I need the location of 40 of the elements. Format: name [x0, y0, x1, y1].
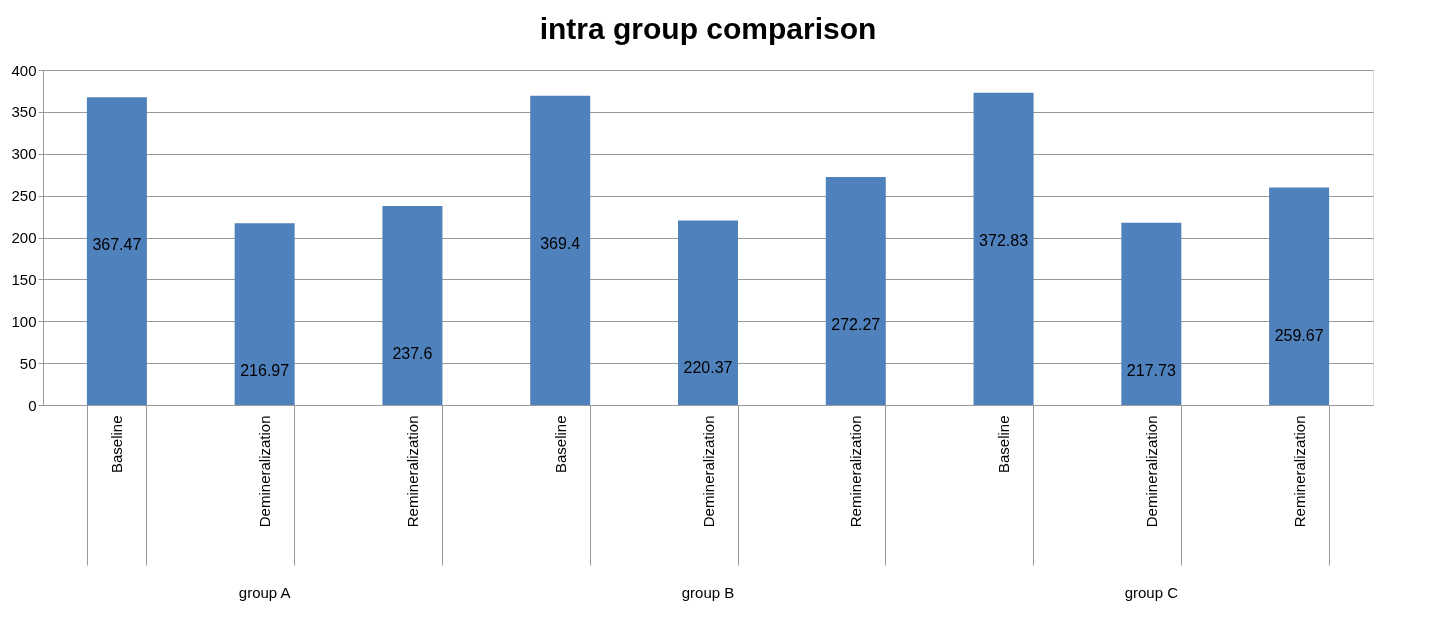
y-tick-label: 250: [11, 187, 37, 205]
data-label: 220.37: [683, 359, 733, 377]
bar: [1121, 222, 1182, 405]
y-tick-label: 50: [19, 354, 37, 372]
y-tick-label: 100: [11, 312, 37, 330]
text: group A: [238, 584, 291, 601]
bar: [825, 176, 886, 405]
text: group B: [681, 584, 735, 601]
data-label: 237.6: [392, 345, 433, 363]
x-tick-label: Baseline: [108, 415, 126, 474]
x-tick-label: Demineralization: [699, 415, 717, 528]
bar: [86, 97, 147, 405]
data-label: 272.27: [831, 315, 881, 333]
bar: [530, 95, 591, 405]
y-tick-label: 350: [11, 103, 37, 121]
y-tick-label: 0: [28, 396, 37, 414]
text: group C: [1124, 584, 1179, 601]
bar: [1269, 187, 1330, 405]
x-tick-label: Demineralization: [256, 415, 274, 528]
bar: [678, 220, 738, 405]
bar: [234, 223, 295, 405]
x-tick-label: Remineralization: [1290, 415, 1308, 528]
x-tick-label: Baseline: [995, 415, 1013, 474]
chart-title: intra group comparison: [539, 12, 877, 45]
data-label: 369.4: [540, 234, 581, 252]
x-tick-label: Remineralization: [403, 415, 421, 528]
data-label: 217.73: [1126, 361, 1176, 379]
data-label: 367.47: [92, 236, 142, 254]
y-tick-label: 300: [11, 145, 37, 163]
data-label: 216.97: [240, 362, 290, 380]
x-tick-label: Baseline: [551, 415, 569, 474]
data-label: 372.83: [979, 231, 1029, 249]
bar: [973, 92, 1034, 405]
y-tick-label: 150: [11, 270, 37, 288]
bar: [382, 206, 443, 405]
x-tick-label: Demineralization: [1142, 415, 1160, 528]
y-tick-label: 400: [11, 61, 37, 79]
x-tick-label: Remineralization: [847, 415, 865, 528]
y-tick-label: 200: [11, 229, 37, 246]
data-label: 259.67: [1274, 326, 1324, 344]
